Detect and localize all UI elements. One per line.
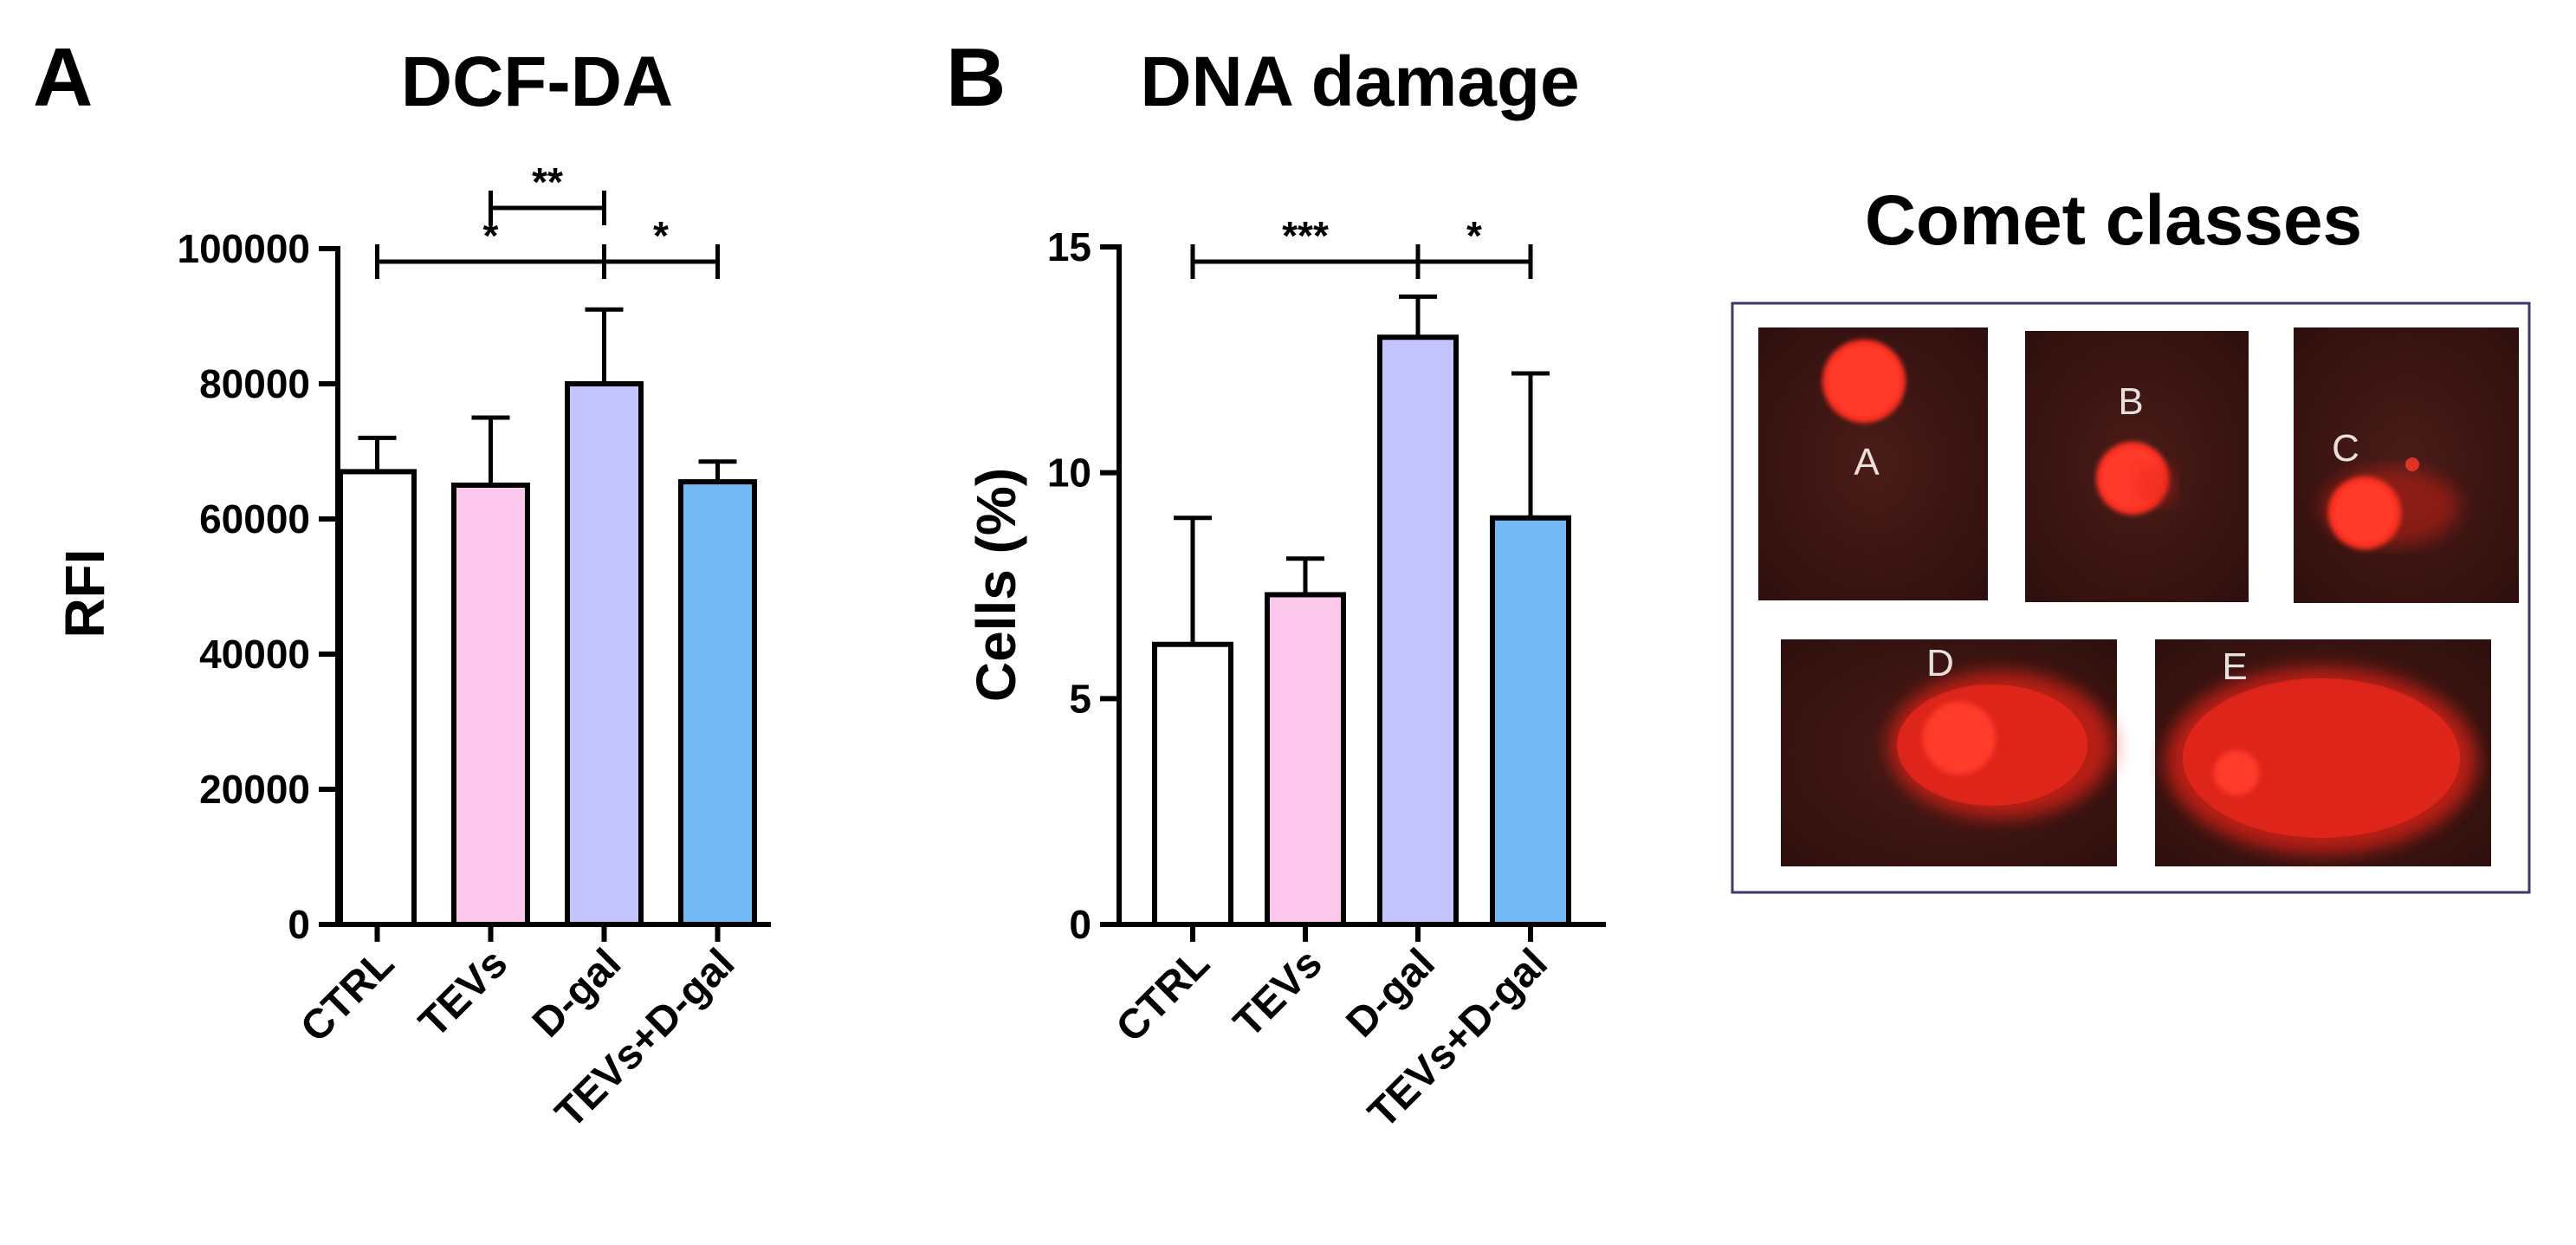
bar-tevs: [1265, 592, 1346, 928]
bar-d-gal: [565, 381, 644, 927]
y-tick-label: 20000: [199, 767, 310, 812]
bar-tevs-d-gal: [1490, 515, 1571, 927]
comet-label-a: A: [1854, 441, 1880, 483]
y-tick-label: 5: [1069, 676, 1091, 721]
comet-image-e: E: [2155, 639, 2491, 866]
chart-panel-a: A DCF-DA RFI 0 20000 40000 60000 80000 100000…: [33, 31, 771, 1137]
y-tick-label: 15: [1047, 224, 1091, 269]
y-tick-label: 80000: [199, 361, 310, 406]
sig-label-1: *: [483, 213, 499, 258]
x-tick-label: TEVs: [411, 940, 516, 1046]
comet-image-d: D: [1781, 639, 2117, 866]
comet-label-e: E: [2222, 645, 2247, 688]
comet-label-c: C: [2332, 427, 2359, 470]
bar-tevs: [451, 483, 530, 927]
panel-letter-b: B: [946, 31, 1006, 124]
comet-classes-panel: Comet classes A B C: [1731, 181, 2531, 894]
x-tick-label: D-gal: [1337, 940, 1443, 1046]
comet-title: Comet classes: [1865, 181, 2362, 260]
sig-label-1: *: [1466, 213, 1482, 258]
x-tick-label: TEVs: [1225, 940, 1330, 1046]
chart-a-title: DCF-DA: [401, 42, 673, 121]
y-tick-label: 10: [1047, 451, 1091, 496]
sig-label-0: ***: [1282, 213, 1329, 258]
sig-label-2: *: [653, 213, 669, 258]
bar-ctrl: [338, 469, 417, 927]
bar-ctrl: [1152, 641, 1233, 927]
chart-panel-b: B DNA damage Cells (%) 0 5 10 15 CTRL TEVs D-g…: [946, 31, 1606, 1137]
comet-label-b: B: [2118, 380, 2143, 423]
bar-d-gal: [1377, 334, 1459, 927]
chart-a-ylabel: RFI: [54, 548, 116, 638]
chart-b-title: DNA damage: [1140, 42, 1579, 121]
y-tick-label: 0: [1069, 902, 1091, 947]
comet-image-c: C: [2294, 327, 2519, 603]
y-tick-label: 60000: [199, 496, 310, 541]
comet-image-a: A: [1758, 327, 1988, 600]
comet-image-b: B: [2025, 331, 2249, 602]
comet-label-d: D: [1926, 642, 1954, 684]
x-tick-label: CTRL: [292, 940, 403, 1051]
chart-b-ylabel: Cells (%): [965, 468, 1027, 702]
y-tick-label: 100000: [178, 226, 311, 271]
panel-letter-a: A: [33, 31, 93, 124]
x-tick-label: CTRL: [1108, 940, 1219, 1051]
x-tick-label: D-gal: [524, 940, 630, 1046]
y-tick-label: 40000: [199, 632, 310, 677]
y-tick-label: 0: [288, 902, 310, 947]
sig-label-0: **: [532, 159, 563, 204]
bar-tevs-d-gal: [678, 479, 757, 927]
